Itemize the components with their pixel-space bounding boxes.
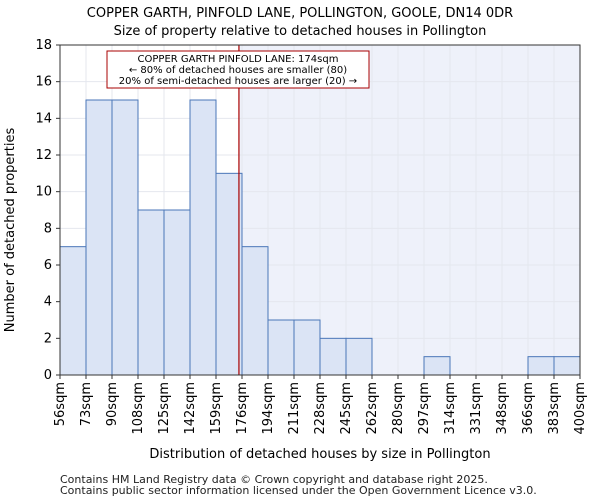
bars: [59, 99, 581, 376]
histogram-bar: [137, 209, 165, 376]
histogram-bar: [163, 209, 191, 376]
x-tick-label: 159sqm: [209, 382, 224, 435]
x-tick-label: 125sqm: [157, 382, 172, 435]
y-tick-label: 14: [35, 111, 52, 126]
annotation-box: COPPER GARTH PINFOLD LANE: 174sqm ← 80% …: [106, 50, 370, 89]
annotation-border: [106, 50, 370, 89]
footer-line-2: Contains public sector information licen…: [60, 484, 537, 497]
x-tick-label: 211sqm: [287, 382, 302, 435]
x-tick-label: 56sqm: [53, 382, 68, 426]
histogram-bar: [85, 99, 113, 376]
y-tick-label: 2: [44, 331, 52, 346]
chart-title: COPPER GARTH, PINFOLD LANE, POLLINGTON, …: [87, 6, 513, 21]
x-tick-label: 142sqm: [183, 382, 198, 435]
x-tick-label: 383sqm: [547, 382, 562, 435]
histogram-bar: [423, 356, 451, 376]
x-tick-label: 400sqm: [573, 382, 588, 435]
histogram-bar: [527, 356, 555, 376]
x-tick-label: 245sqm: [339, 382, 354, 435]
y-axis-label: Number of detached properties: [3, 128, 18, 333]
annotation-line-2: ← 80% of detached houses are smaller (80…: [129, 65, 347, 76]
footer-line-1: Contains HM Land Registry data © Crown c…: [60, 473, 488, 486]
y-tick-labels: 0 2 4 6 8 10 12 14 16 18: [35, 38, 60, 383]
histogram-bar: [319, 337, 347, 376]
y-tick-label: 12: [35, 148, 52, 163]
x-tick-label: 314sqm: [443, 382, 458, 435]
x-axis-label: Distribution of detached houses by size …: [149, 447, 490, 462]
annotation-line-1: COPPER GARTH PINFOLD LANE: 174sqm: [138, 54, 339, 65]
histogram-bar: [59, 246, 87, 376]
x-tick-label: 73sqm: [79, 382, 94, 426]
histogram-bar: [189, 99, 217, 376]
x-tick-labels: 56sqm 73sqm 90sqm 108sqm 125sqm 142sqm 159sqm 1…: [53, 375, 588, 435]
x-tick-label: 176sqm: [235, 382, 250, 435]
y-tick-label: 0: [44, 368, 52, 383]
histogram-bar: [111, 99, 139, 376]
annotation-line-3: 20% of semi-detached houses are larger (…: [119, 76, 357, 87]
y-tick-label: 6: [44, 258, 52, 273]
histogram-bar: [293, 319, 321, 376]
histogram-bar: [553, 356, 581, 376]
y-tick-label: 4: [44, 295, 52, 310]
histogram-bar: [215, 172, 243, 376]
x-tick-label: 262sqm: [365, 382, 380, 435]
histogram-bar: [267, 319, 295, 376]
x-tick-label: 297sqm: [417, 382, 432, 435]
y-tick-label: 16: [35, 75, 52, 90]
x-tick-label: 194sqm: [261, 382, 276, 435]
chart-subtitle: Size of property relative to detached ho…: [114, 24, 487, 39]
y-tick-label: 10: [35, 185, 52, 200]
x-tick-label: 366sqm: [521, 382, 536, 435]
x-tick-label: 331sqm: [469, 382, 484, 435]
x-tick-label: 228sqm: [313, 382, 328, 435]
histogram-bar: [241, 246, 269, 376]
x-tick-label: 280sqm: [391, 382, 406, 435]
x-tick-label: 108sqm: [131, 382, 146, 435]
histogram-bar: [345, 337, 373, 376]
y-tick-label: 8: [44, 221, 52, 236]
x-tick-label: 90sqm: [105, 382, 120, 426]
y-tick-label: 18: [35, 38, 52, 53]
x-tick-label: 348sqm: [495, 382, 510, 435]
